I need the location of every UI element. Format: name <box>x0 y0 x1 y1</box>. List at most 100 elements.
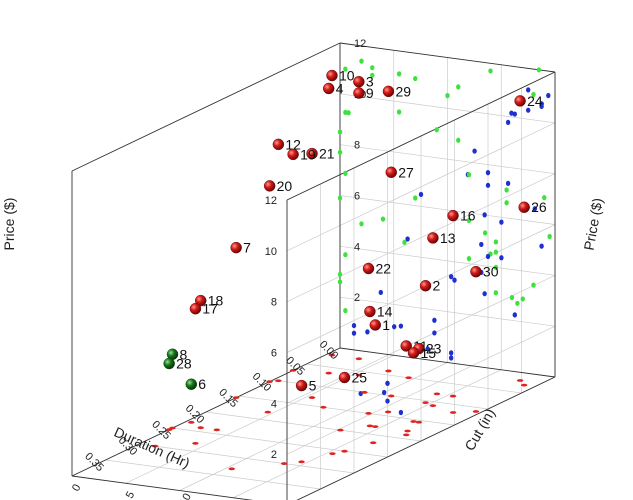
projection-dot-yz <box>413 195 418 201</box>
data-point-18 <box>194 294 207 307</box>
gridline <box>339 93 556 124</box>
gridline <box>286 325 556 455</box>
projection-dot-xy <box>385 369 392 373</box>
projection-dot-xy <box>266 380 273 383</box>
projection-dot-xy <box>329 452 336 456</box>
x-tick-label: 0.15 <box>216 386 240 410</box>
y-tick-label: 5 <box>124 490 137 500</box>
projection-dot-xz <box>432 330 437 336</box>
data-point-label-18: 18 <box>208 293 224 309</box>
projection-dot-xz <box>505 119 511 125</box>
gridline <box>71 475 253 500</box>
projection-dot-xy <box>228 467 235 471</box>
data-point-label-10: 10 <box>339 68 355 84</box>
projection-dot-yz <box>337 195 343 201</box>
x-tick-label: 0.20 <box>183 402 207 426</box>
projection-dot-xz <box>509 110 514 116</box>
data-point-label-15: 15 <box>421 345 437 361</box>
projection-dot-xz <box>418 191 424 198</box>
data-point-label-17: 17 <box>202 301 218 317</box>
projection-dot-xy <box>405 376 412 380</box>
data-point-label-23: 23 <box>426 341 442 357</box>
projection-dot-xy <box>197 426 204 430</box>
projection-dot-xy <box>325 371 332 375</box>
data-point-12 <box>272 138 285 151</box>
data-point-label-5: 5 <box>309 378 317 394</box>
projection-dot-xz <box>398 323 404 329</box>
z-tick-label-left: 2 <box>271 449 277 461</box>
projection-dot-xz <box>365 329 370 335</box>
data-point-15 <box>407 347 420 359</box>
data-point-4 <box>323 82 335 95</box>
y-tick-label: 10 <box>178 491 194 500</box>
data-point-label-29: 29 <box>395 83 411 99</box>
projection-dot-yz <box>547 233 552 240</box>
gridline <box>179 362 448 491</box>
projection-dot-xz <box>448 355 454 361</box>
data-point-13 <box>427 232 439 244</box>
projection-dot-xy <box>213 428 221 432</box>
projection-dot-yz <box>413 75 418 82</box>
projection-dot-yz <box>396 109 402 115</box>
projection-dot-yz <box>337 271 343 277</box>
projection-dot-yz <box>346 110 351 116</box>
projection-dot-xz <box>485 253 491 260</box>
projection-dot-yz <box>482 230 488 236</box>
projection-dot-xz <box>512 111 517 117</box>
data-point-label-22: 22 <box>376 261 392 277</box>
gridline <box>339 195 556 225</box>
projection-dot-xy <box>361 390 368 394</box>
data-point-6 <box>185 378 197 390</box>
projection-dot-yz <box>509 294 515 301</box>
projection-dot-xz <box>448 274 454 280</box>
projection-dot-yz <box>536 67 542 73</box>
projection-dot-xy <box>308 396 316 399</box>
y-tick-label: 0 <box>70 482 83 493</box>
projection-dot-xz <box>385 398 390 404</box>
projection-dot-yz <box>542 195 547 201</box>
projection-dot-xy <box>280 462 288 465</box>
data-point-label-28: 28 <box>176 356 192 372</box>
projection-dot-yz <box>456 84 461 90</box>
z-tick-label-left: 4 <box>271 398 277 410</box>
data-point-label-26: 26 <box>531 199 547 215</box>
projection-dot-xz <box>452 277 457 283</box>
projection-dot-yz <box>370 65 375 71</box>
projection-dot-yz <box>337 279 343 285</box>
data-point-14 <box>364 305 376 318</box>
projection-dot-xy <box>328 353 336 357</box>
projection-dot-xy <box>449 394 457 398</box>
data-point-3 <box>353 76 365 88</box>
data-point-17 <box>189 302 202 315</box>
z-tick-label-left: 10 <box>265 246 277 258</box>
projection-dot-xz <box>381 389 387 396</box>
projection-dot-xy <box>449 411 457 414</box>
frame-edge <box>71 347 341 477</box>
data-point-22 <box>362 262 375 275</box>
data-point-30 <box>470 265 482 278</box>
data-point-9 <box>353 87 365 99</box>
z-axis-label-right: Price ($) <box>581 197 606 252</box>
projection-points <box>151 58 552 471</box>
projection-dot-yz <box>380 216 386 222</box>
projection-dot-yz <box>515 300 520 306</box>
data-point-29 <box>382 85 395 98</box>
projection-dot-yz <box>520 296 525 302</box>
data-point-label-14: 14 <box>377 304 393 320</box>
projection-dot-yz <box>531 91 536 98</box>
data-point-24 <box>514 95 526 107</box>
projection-dot-xy <box>472 410 480 413</box>
projection-dot-xz <box>448 350 454 356</box>
projection-dot-xy <box>415 420 423 424</box>
data-point-label-20: 20 <box>277 178 293 194</box>
projection-dot-yz <box>370 72 375 78</box>
projection-dot-xz <box>546 92 551 99</box>
data-point-label-8: 8 <box>180 346 188 362</box>
x-tick-label: 0.35 <box>82 450 106 474</box>
projection-dot-yz <box>493 264 499 270</box>
frame-edge <box>71 42 341 172</box>
projection-dot-xy <box>355 373 363 377</box>
data-point-label-12: 12 <box>285 136 301 152</box>
projection-dot-xy <box>404 429 411 433</box>
z-tick-label-right: 4 <box>354 241 360 253</box>
